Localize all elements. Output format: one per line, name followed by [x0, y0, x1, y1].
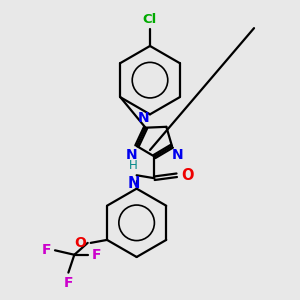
Text: N: N	[172, 148, 184, 162]
Text: F: F	[91, 248, 101, 262]
Text: O: O	[75, 236, 86, 250]
Text: O: O	[182, 168, 194, 183]
Text: Cl: Cl	[143, 13, 157, 26]
Text: F: F	[42, 243, 51, 257]
Text: N: N	[126, 148, 137, 162]
Text: N: N	[138, 111, 150, 125]
Text: N: N	[128, 176, 140, 191]
Text: H: H	[129, 159, 137, 172]
Text: F: F	[64, 276, 73, 290]
